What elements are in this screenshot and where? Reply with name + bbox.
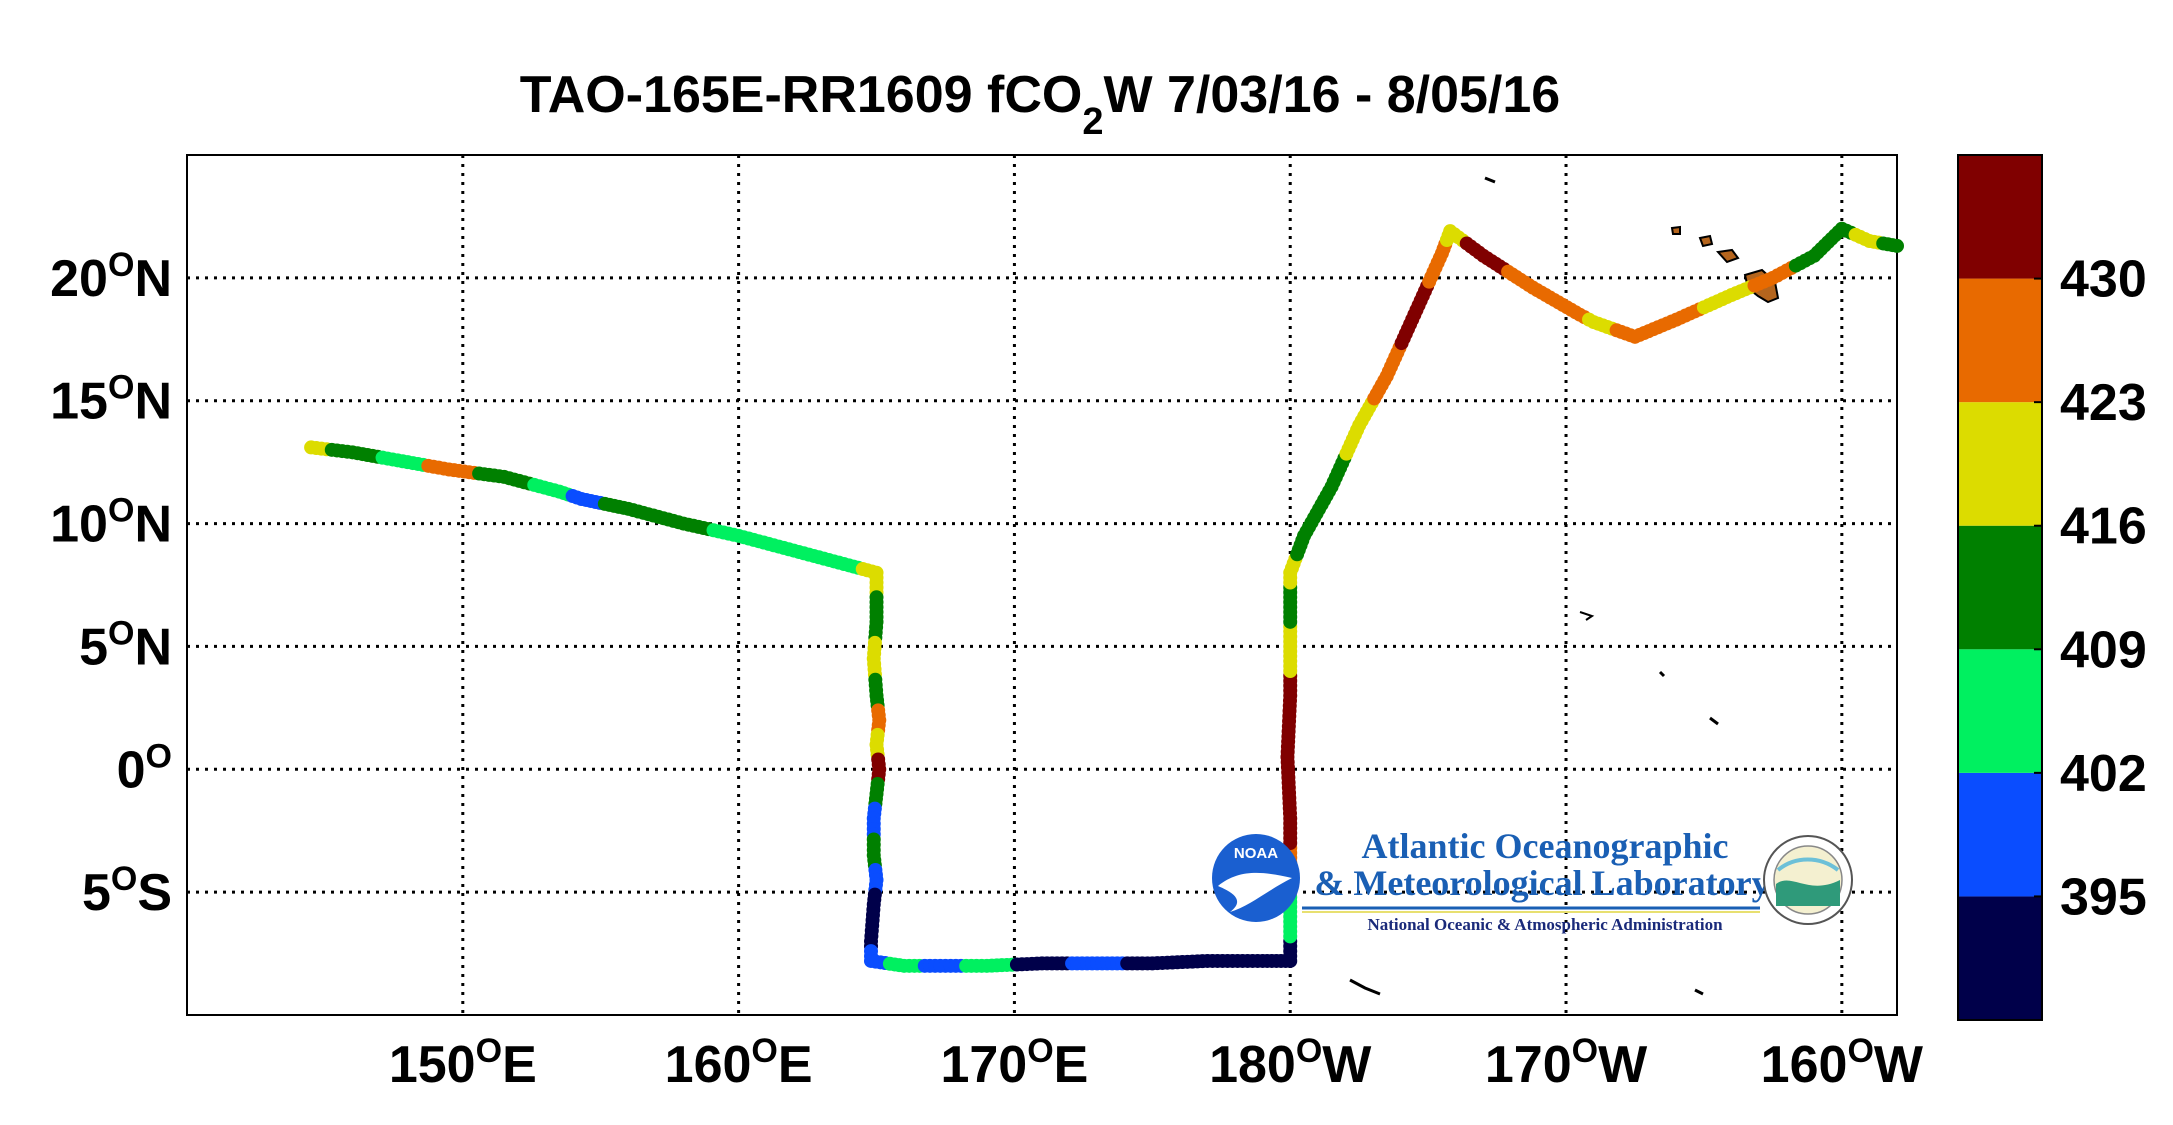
y-tick-degree: O — [111, 860, 137, 898]
x-tick-label-5: 160OW — [1761, 1032, 1924, 1094]
colorbar-tick-label-2: 409 — [2060, 621, 2147, 679]
y-tick-hemisphere: S — [137, 864, 172, 922]
x-tick-number: 170 — [940, 1036, 1027, 1094]
title-subscript: 2 — [1082, 101, 1103, 143]
aoml-logo: NOAA Atlantic Oceanographic & Meteorolog… — [1212, 826, 1853, 934]
noaa-bird-icon — [1218, 872, 1292, 912]
colorbar-block-1 — [1958, 772, 2042, 897]
y-tick-number: 20 — [50, 250, 108, 308]
x-tick-label-3: 180OW — [1209, 1032, 1372, 1094]
logo-line3: National Oceanic & Atmospheric Administr… — [1367, 915, 1723, 934]
x-axis-labels: 150OE 160OE 170OE 180OW 170OW 160OW — [389, 1032, 1924, 1094]
colorbar-block-4 — [1958, 402, 2042, 526]
colorbar-block-3 — [1958, 525, 2042, 650]
y-tick-degree: O — [108, 492, 134, 530]
x-tick-degree: O — [1847, 1032, 1873, 1070]
y-tick-degree: O — [108, 246, 134, 284]
colorbar: 395 402 409 416 423 430 — [1957, 154, 2147, 1021]
y-tick-label-1: 15ON — [50, 369, 172, 431]
oahu-island — [1698, 234, 1714, 248]
y-tick-hemisphere: N — [134, 250, 172, 308]
x-tick-degree: O — [1027, 1032, 1053, 1070]
x-tick-number: 160 — [665, 1036, 752, 1094]
x-tick-degree: O — [1572, 1032, 1598, 1070]
small-islet-1 — [1484, 176, 1496, 184]
y-tick-label-5: 5OS — [82, 860, 172, 922]
x-tick-degree: O — [1296, 1032, 1322, 1070]
y-tick-degree: O — [108, 369, 134, 407]
cruise-track — [304, 221, 1904, 973]
logo-line2: & Meteorological Laboratory — [1314, 863, 1769, 903]
colorbar-block-0 — [1958, 896, 2042, 1020]
y-tick-hemisphere: N — [134, 496, 172, 554]
x-tick-label-0: 150OE — [389, 1032, 537, 1094]
colorbar-frame — [1957, 154, 2043, 1021]
x-tick-degree: O — [751, 1032, 777, 1070]
small-islet-2 — [1579, 611, 1595, 621]
small-islet-5 — [1694, 988, 1704, 996]
y-tick-number: 15 — [50, 373, 108, 431]
y-tick-number: 0 — [117, 741, 146, 799]
x-tick-hemisphere: W — [1598, 1036, 1648, 1094]
y-tick-number: 5 — [82, 864, 111, 922]
colorbar-tick-label-4: 423 — [2060, 374, 2147, 432]
x-tick-number: 180 — [1209, 1036, 1296, 1094]
x-tick-label-1: 160OE — [665, 1032, 813, 1094]
colorbar-block-2 — [1958, 649, 2042, 773]
title-suffix: W 7/03/16 - 8/05/16 — [1103, 66, 1560, 124]
x-tick-hemisphere: W — [1322, 1036, 1372, 1094]
maui-island — [1716, 248, 1740, 264]
colorbar-block-5 — [1958, 278, 2042, 403]
y-tick-degree: O — [146, 737, 172, 775]
x-tick-label-4: 170OW — [1485, 1032, 1648, 1094]
colorbar-tick-label-3: 416 — [2060, 498, 2147, 556]
y-tick-label-4: 0O — [117, 737, 172, 799]
y-tick-hemisphere: N — [134, 618, 172, 676]
y-tick-label-0: 20ON — [50, 246, 172, 308]
x-tick-number: 160 — [1761, 1036, 1848, 1094]
grid-lines — [187, 155, 1897, 1015]
y-tick-number: 5 — [79, 618, 108, 676]
y-tick-degree: O — [108, 614, 134, 652]
x-tick-hemisphere: E — [778, 1036, 813, 1094]
small-islet-3 — [1709, 716, 1719, 726]
kauai-island — [1670, 225, 1681, 235]
colorbar-tick-label-0: 395 — [2060, 868, 2147, 926]
x-tick-hemisphere: E — [1054, 1036, 1089, 1094]
x-tick-number: 170 — [1485, 1036, 1572, 1094]
y-tick-label-3: 5ON — [79, 614, 172, 676]
chart-title: TAO-165E-RR1609 fCO2W 7/03/16 - 8/05/16 — [520, 66, 1560, 143]
logo-line1: Atlantic Oceanographic — [1362, 826, 1729, 866]
aoml-seal-wave-icon — [1776, 880, 1840, 906]
colorbar-tick-labels: 395 402 409 416 423 430 — [2034, 251, 2147, 926]
y-tick-hemisphere: N — [134, 373, 172, 431]
x-tick-hemisphere: E — [502, 1036, 537, 1094]
colorbar-tick-label-1: 402 — [2060, 745, 2147, 803]
map-panel — [186, 154, 1904, 1016]
map-frame — [186, 154, 1898, 1016]
noaa-badge-text: NOAA — [1234, 845, 1278, 862]
x-tick-label-2: 170OE — [940, 1032, 1088, 1094]
colorbar-block-6 — [1958, 155, 2042, 279]
track-point — [1890, 238, 1904, 253]
small-islet-6 — [1658, 670, 1666, 678]
y-tick-label-2: 10ON — [50, 492, 172, 554]
aoml-seal-sky-icon — [1776, 857, 1840, 872]
x-tick-degree: O — [476, 1032, 502, 1070]
colorbar-blocks — [1958, 155, 2042, 1020]
colorbar-tick-label-5: 430 — [2060, 251, 2147, 309]
title-prefix: TAO-165E-RR1609 fCO — [520, 66, 1083, 124]
y-tick-number: 10 — [50, 496, 108, 554]
x-tick-hemisphere: W — [1874, 1036, 1924, 1094]
x-tick-number: 150 — [389, 1036, 476, 1094]
small-islet-4 — [1349, 978, 1381, 996]
